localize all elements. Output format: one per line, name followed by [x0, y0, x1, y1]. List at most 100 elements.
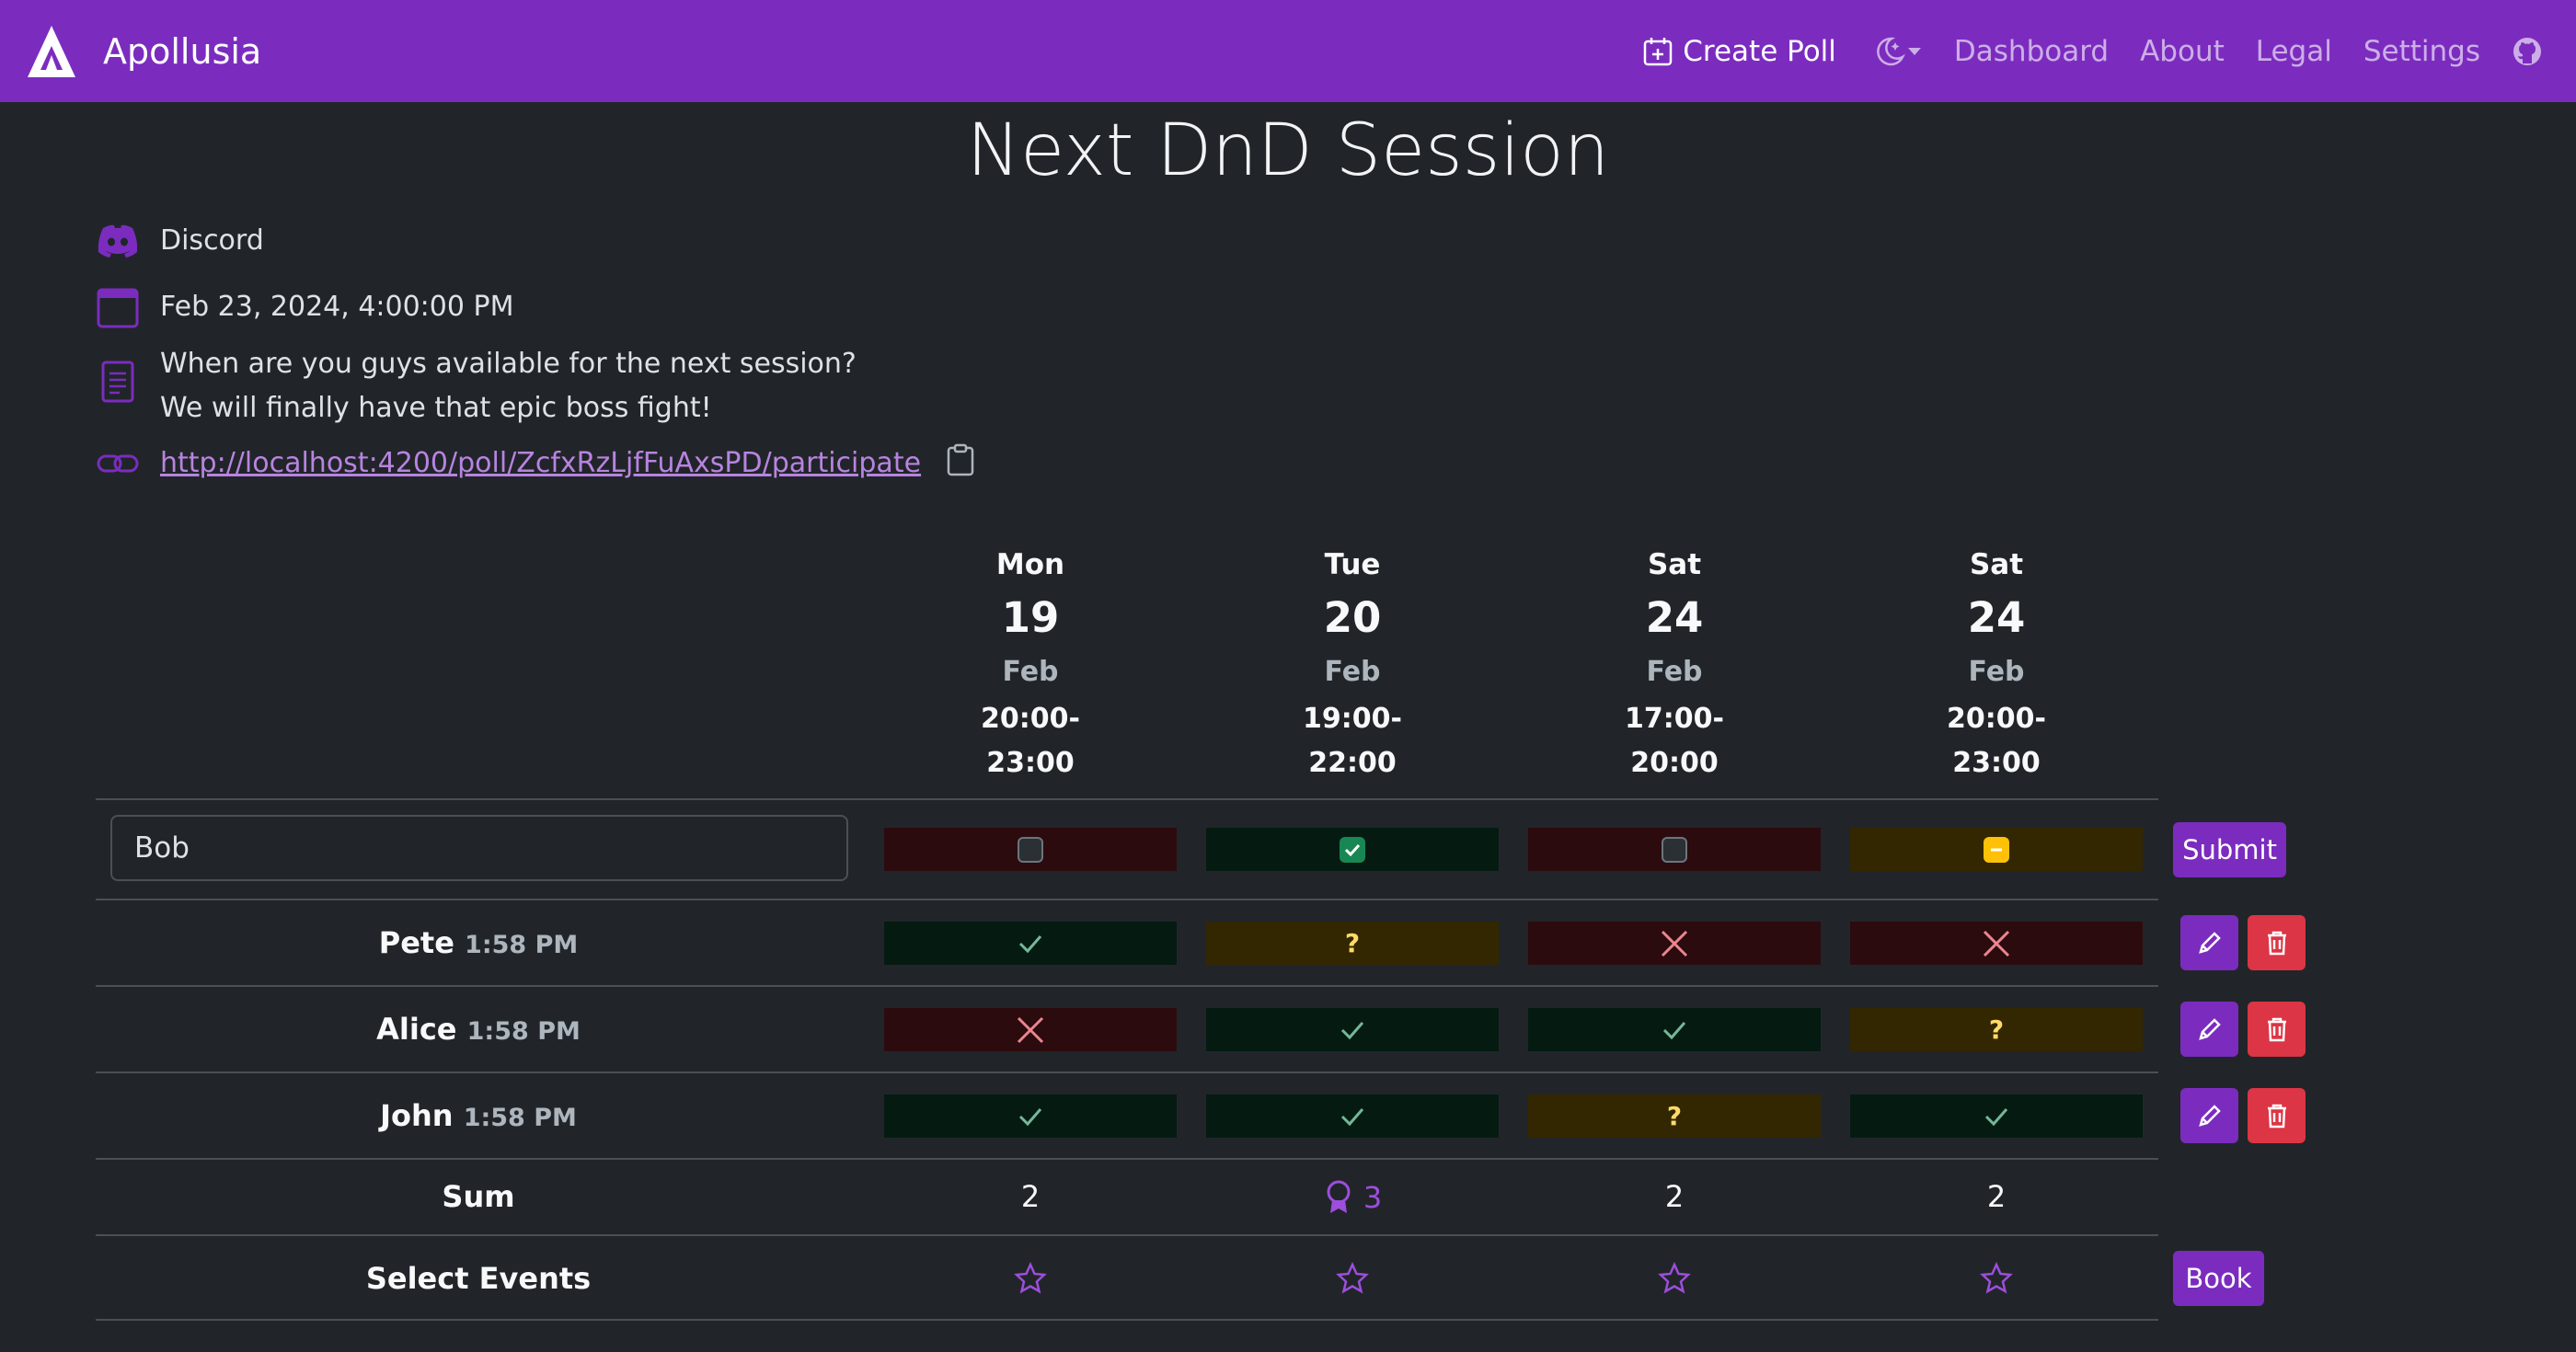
- divider: [96, 985, 2158, 987]
- answer-cell-yes: [1206, 1094, 1499, 1138]
- answer-cell-no: [1850, 922, 2143, 965]
- x-icon: [1983, 930, 2010, 957]
- book-button[interactable]: Book: [2173, 1251, 2264, 1306]
- answer-cell-maybe: ?: [1206, 922, 1499, 965]
- participate-link[interactable]: http://localhost:4200/poll/ZcfxRzLjfFuAx…: [160, 447, 922, 479]
- event-header: Sat 24 Feb 20:00- 23:00: [1850, 541, 2143, 785]
- check-icon: [1340, 1021, 1364, 1039]
- pencil-icon: [2198, 1018, 2221, 1040]
- x-icon: [1017, 1016, 1044, 1043]
- create-poll-label: Create Poll: [1683, 34, 1836, 68]
- sum-best-text: 3: [1363, 1180, 1383, 1215]
- answer-cell-no: [1528, 922, 1821, 965]
- participant-name-text: Pete: [378, 925, 454, 960]
- choice-cell[interactable]: [884, 828, 1177, 871]
- select-event-star[interactable]: [884, 1262, 1177, 1295]
- star-icon: [1014, 1262, 1047, 1294]
- dash-icon: [1991, 848, 2002, 851]
- select-events-label: Select Events: [365, 1261, 592, 1296]
- choice-checkbox-maybe[interactable]: [1984, 836, 2009, 863]
- answer-cell-maybe: ?: [1850, 1008, 2143, 1051]
- trash-icon: [2267, 1104, 2286, 1129]
- event-day: Sat: [1647, 548, 1702, 581]
- event-month: Feb: [1324, 656, 1381, 688]
- edit-button[interactable]: [2180, 1002, 2238, 1057]
- participant-name: Pete 1:58 PM: [96, 925, 861, 960]
- answer-cell-yes: [1850, 1094, 2143, 1138]
- nav-link-legal[interactable]: Legal: [2255, 34, 2332, 68]
- event-end: 23:00: [986, 747, 1075, 779]
- brand[interactable]: Apollusia: [26, 24, 261, 79]
- document-icon: [101, 361, 134, 403]
- edit-button[interactable]: [2180, 915, 2238, 970]
- poll-title: Next DnD Session: [966, 109, 1610, 192]
- github-link[interactable]: [2512, 36, 2543, 67]
- nav-link-settings[interactable]: Settings: [2363, 34, 2480, 68]
- divider: [96, 1071, 2158, 1073]
- event-header: Tue 20 Feb 19:00- 22:00: [1206, 541, 1499, 785]
- sum-value: 2: [1664, 1179, 1685, 1214]
- apollusia-logo-icon: [28, 26, 75, 77]
- event-start: 19:00-: [1303, 703, 1402, 735]
- delete-button[interactable]: [2248, 1088, 2306, 1143]
- participant-time: 1:58 PM: [463, 1104, 577, 1132]
- event-month: Feb: [1968, 656, 2025, 688]
- pencil-icon: [2198, 932, 2221, 954]
- x-icon: [1661, 930, 1688, 957]
- choice-checkbox-empty[interactable]: [1018, 836, 1043, 863]
- divider: [96, 798, 2158, 800]
- participant-time: 1:58 PM: [465, 931, 579, 959]
- answer-cell-no: [884, 1008, 1177, 1051]
- divider: [96, 1319, 2158, 1321]
- caret-down-icon: [1907, 47, 1921, 55]
- choice-cell[interactable]: [1206, 828, 1499, 871]
- delete-button[interactable]: [2248, 915, 2306, 970]
- answer-cell-yes: [1528, 1008, 1821, 1051]
- award-icon: [1327, 1180, 1351, 1213]
- theme-toggle[interactable]: [1873, 35, 1923, 68]
- delete-button[interactable]: [2248, 1002, 2306, 1057]
- event-date: 24: [1645, 593, 1704, 642]
- navbar: Apollusia Create Poll Dashboard About Le…: [0, 0, 2576, 102]
- calendar-icon: [97, 288, 139, 328]
- check-icon: [1340, 1107, 1364, 1126]
- check-icon: [1984, 1107, 2008, 1126]
- link-icon: [97, 454, 139, 473]
- submit-button[interactable]: Submit: [2173, 822, 2286, 877]
- participant-name-input[interactable]: [110, 815, 848, 881]
- select-event-star[interactable]: [1850, 1262, 2143, 1295]
- select-event-star[interactable]: [1528, 1262, 1821, 1295]
- nav-link-dashboard[interactable]: Dashboard: [1953, 34, 2110, 68]
- event-start: 17:00-: [1625, 703, 1724, 735]
- answer-cell-maybe: ?: [1528, 1094, 1821, 1138]
- choice-cell[interactable]: [1850, 828, 2143, 871]
- poll-link-row: http://localhost:4200/poll/ZcfxRzLjfFuAx…: [96, 441, 976, 486]
- sum-value-best: 3: [1206, 1179, 1499, 1216]
- choice-checkbox-yes[interactable]: [1340, 836, 1365, 863]
- event-day: Sat: [1969, 548, 2024, 581]
- copy-button[interactable]: [945, 443, 976, 484]
- nav-link-about[interactable]: About: [2140, 34, 2225, 68]
- event-end: 23:00: [1952, 747, 2041, 779]
- clipboard-icon: [947, 443, 974, 476]
- poll-description: When are you guys available for the next…: [96, 342, 857, 430]
- choice-cell[interactable]: [1528, 828, 1821, 871]
- moon-stars-icon: [1877, 37, 1905, 65]
- answer-cell-yes: [1206, 1008, 1499, 1051]
- event-end: 22:00: [1308, 747, 1397, 779]
- divider: [96, 899, 2158, 900]
- event-start: 20:00-: [1947, 703, 2046, 735]
- poll-location: Discord: [96, 219, 264, 263]
- event-start: 20:00-: [981, 703, 1080, 735]
- location-text: Discord: [160, 224, 264, 257]
- event-month: Feb: [1646, 656, 1703, 688]
- poll-deadline: Feb 23, 2024, 4:00:00 PM: [96, 285, 513, 329]
- select-event-star[interactable]: [1206, 1262, 1499, 1295]
- brand-name: Apollusia: [103, 31, 262, 72]
- choice-checkbox-empty[interactable]: [1662, 836, 1687, 863]
- event-header: Mon 19 Feb 20:00- 23:00: [884, 541, 1177, 785]
- create-poll-link[interactable]: Create Poll: [1642, 35, 1836, 68]
- event-date: 19: [1001, 593, 1060, 642]
- edit-button[interactable]: [2180, 1088, 2238, 1143]
- answer-cell-yes: [884, 922, 1177, 965]
